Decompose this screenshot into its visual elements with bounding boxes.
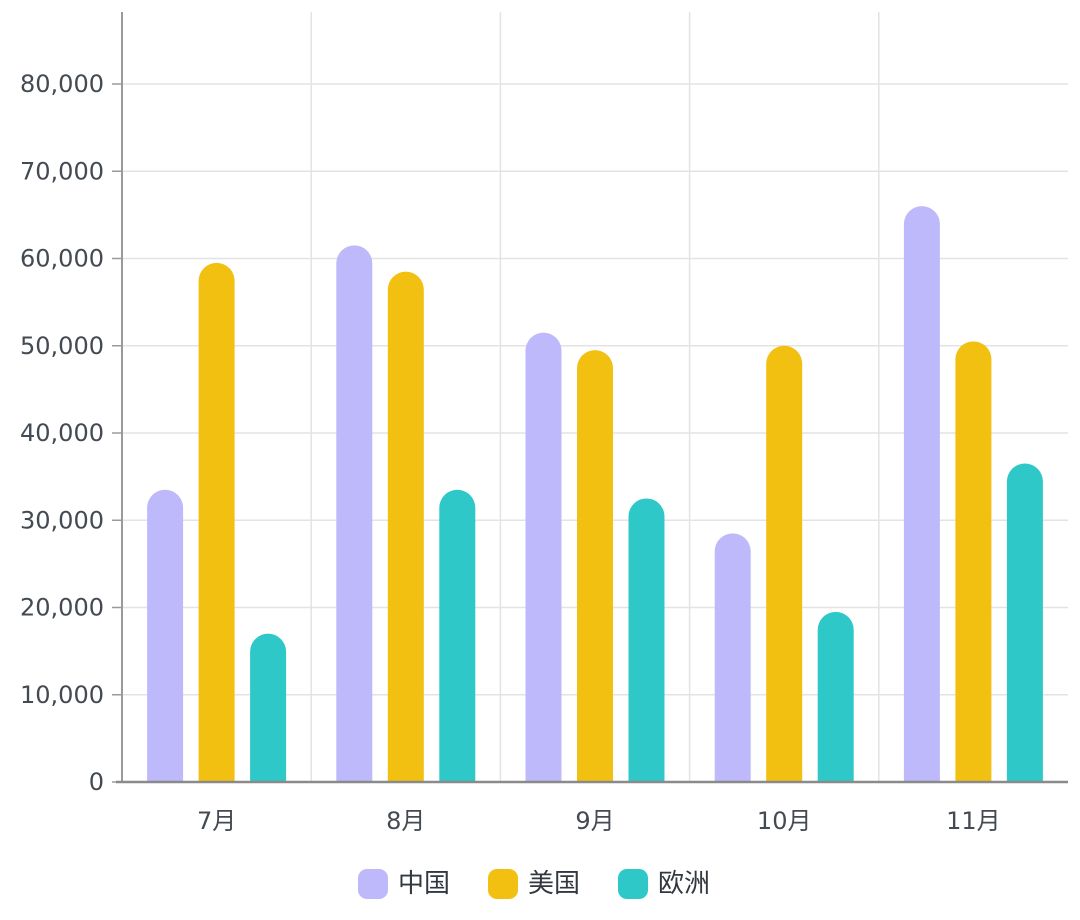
legend-label: 中国 — [398, 869, 450, 899]
legend-swatch — [618, 869, 648, 899]
bar-中国-8月[interactable] — [336, 245, 373, 783]
x-tick-label: 11月 — [946, 807, 1001, 835]
legend-item[interactable]: 中国 — [358, 869, 450, 899]
bar-中国-9月[interactable] — [525, 332, 562, 782]
bar-美国-8月[interactable] — [387, 271, 424, 782]
bar-欧洲-9月[interactable] — [628, 498, 665, 782]
x-tick-label: 9月 — [575, 807, 614, 835]
legend-label: 美国 — [528, 869, 580, 899]
bar-中国-7月[interactable] — [147, 489, 184, 782]
axes — [116, 12, 1068, 784]
x-tick-label: 8月 — [386, 807, 425, 835]
y-tick-label: 50,000 — [20, 332, 104, 360]
x-tick-label: 10月 — [757, 807, 812, 835]
x-axis-ticks: 7月 8月 9月 10月 11月 — [197, 807, 1001, 835]
bar-美国-11月[interactable] — [955, 341, 992, 782]
legend-swatch — [358, 869, 388, 899]
bars — [147, 206, 1043, 783]
bar-欧洲-8月[interactable] — [439, 489, 476, 782]
x-tick-label: 7月 — [197, 807, 236, 835]
bar-欧洲-11月[interactable] — [1006, 463, 1043, 782]
y-tick-label: 40,000 — [20, 419, 104, 447]
y-tick-label: 0 — [89, 768, 104, 796]
bar-欧洲-10月[interactable] — [817, 611, 854, 782]
bar-欧洲-7月[interactable] — [250, 633, 287, 782]
y-tick-label: 60,000 — [20, 245, 104, 273]
y-tick-label: 30,000 — [20, 506, 104, 534]
legend-swatch — [488, 869, 518, 899]
grid-lines — [122, 12, 1068, 782]
y-tick-label: 10,000 — [20, 681, 104, 709]
y-tick-label: 70,000 — [20, 157, 104, 185]
bar-美国-10月[interactable] — [766, 345, 803, 782]
y-tick-label: 80,000 — [20, 70, 104, 98]
legend[interactable]: 中国 美国 欧洲 — [358, 869, 710, 899]
bar-中国-10月[interactable] — [714, 533, 751, 782]
y-tick-label: 20,000 — [20, 594, 104, 622]
bar-中国-11月[interactable] — [903, 206, 940, 782]
y-axis-ticks: 0 10,000 20,000 30,000 40,000 50,000 60,000 70,… — [20, 70, 122, 796]
bar-美国-9月[interactable] — [577, 350, 613, 782]
legend-item[interactable]: 美国 — [488, 869, 580, 899]
legend-label: 欧洲 — [658, 869, 710, 899]
legend-item[interactable]: 欧洲 — [618, 869, 710, 899]
bar-美国-7月[interactable] — [198, 262, 235, 782]
